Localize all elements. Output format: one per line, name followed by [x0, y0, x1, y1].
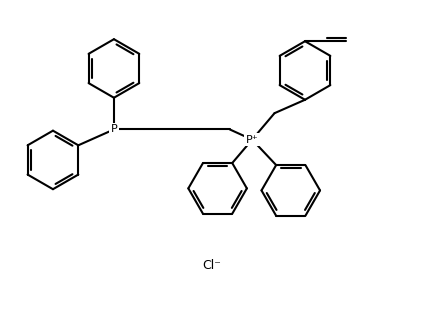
Text: P⁺: P⁺	[246, 134, 258, 145]
Text: P: P	[110, 124, 117, 134]
Text: Cl⁻: Cl⁻	[202, 259, 221, 272]
